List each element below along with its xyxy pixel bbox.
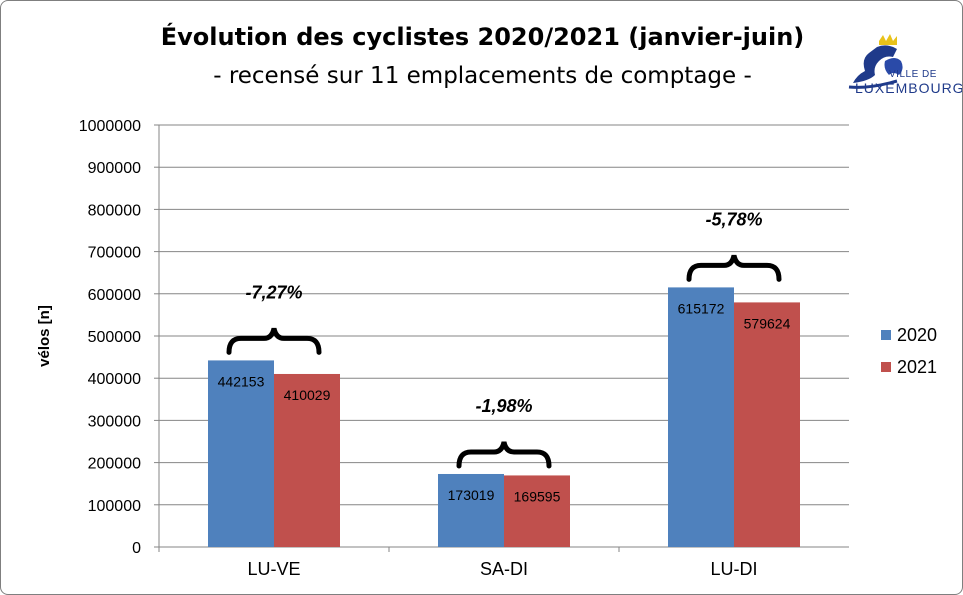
- bar-LU-DI-2021: [734, 302, 800, 547]
- brace-SA-DI: [456, 441, 552, 469]
- data-label-LU-VE-2020: 442153: [218, 373, 265, 389]
- legend-label-2021: 2021: [897, 356, 938, 377]
- bar-LU-VE-2021: [274, 373, 340, 547]
- data-label-LU-DI-2021: 579624: [744, 315, 791, 331]
- bar-LU-DI-2020: [668, 287, 734, 547]
- x-tick-label-SA-DI: SA-DI: [480, 559, 528, 579]
- y-tick-label-3: 300000: [88, 413, 141, 430]
- y-axis-title: vélos [n]: [36, 305, 53, 367]
- chart-subtitle: - recensé sur 11 emplacements de comptag…: [213, 63, 752, 89]
- chart-legend: 2020 2021: [881, 319, 937, 383]
- y-tick-label-7: 700000: [88, 245, 141, 262]
- annotation-LU-VE: -7,27%: [245, 282, 302, 302]
- data-label-SA-DI-2021: 169595: [514, 488, 561, 504]
- bar-LU-VE-2020: [208, 360, 274, 547]
- bar-SA-DI-2021: [504, 475, 570, 547]
- legend-item-2020: 2020: [881, 319, 937, 351]
- annotation-SA-DI: -1,98%: [475, 396, 532, 416]
- logo-text-ville: VILLE DE: [889, 69, 937, 80]
- y-tick-label-5: 500000: [88, 329, 141, 346]
- data-label-LU-DI-2020: 615172: [678, 300, 725, 316]
- data-label-SA-DI-2020: 173019: [448, 487, 495, 503]
- data-label-LU-VE-2021: 410029: [284, 387, 331, 403]
- legend-item-2021: 2021: [881, 351, 937, 383]
- chart-title: Évolution des cyclistes 2020/2021 (janvi…: [160, 23, 805, 51]
- y-tick-label-10: 1000000: [79, 118, 141, 135]
- brace-LU-VE: [226, 327, 322, 355]
- x-tick-label-LU-DI: LU-DI: [710, 559, 757, 579]
- y-tick-label-4: 400000: [88, 371, 141, 388]
- y-tick-label-6: 600000: [88, 287, 141, 304]
- y-tick-label-8: 800000: [88, 202, 141, 219]
- legend-swatch-2021: [881, 362, 891, 372]
- y-tick-label-0: 0: [132, 540, 141, 557]
- bar-SA-DI-2020: [438, 473, 504, 547]
- logo-text-luxembourg: LUXEMBOURG: [855, 80, 963, 96]
- annotation-LU-DI: -5,78%: [705, 209, 762, 229]
- brace-LU-DI: [686, 254, 782, 282]
- luxembourg-lion-logo-icon: [848, 34, 903, 89]
- legend-label-2020: 2020: [897, 324, 938, 345]
- legend-swatch-2020: [881, 330, 891, 340]
- y-tick-label-2: 200000: [88, 456, 141, 473]
- y-tick-label-9: 900000: [88, 160, 141, 177]
- y-tick-label-1: 100000: [88, 498, 141, 515]
- x-tick-label-LU-VE: LU-VE: [247, 559, 300, 579]
